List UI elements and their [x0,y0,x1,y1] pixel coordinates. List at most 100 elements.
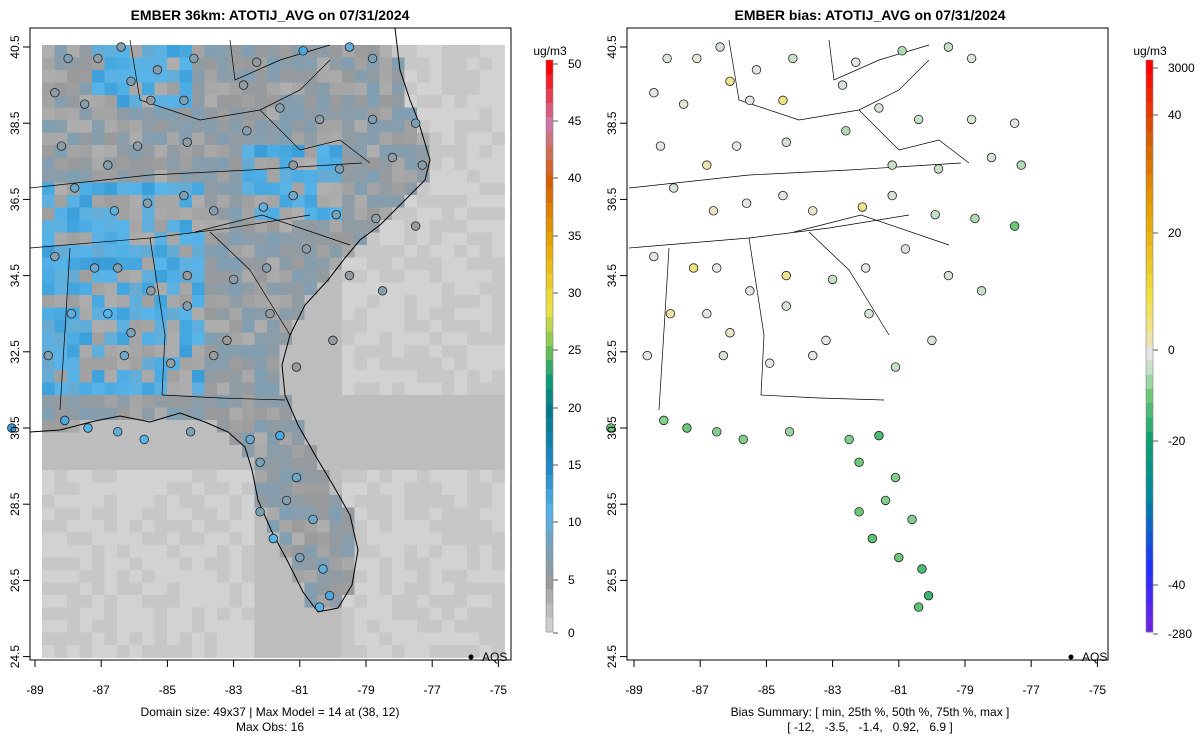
model-grid-cell [379,320,393,333]
state-border [259,109,371,164]
model-grid-cell [242,570,255,583]
model-grid-cell [92,607,105,621]
model-grid-cell [154,195,168,208]
model-grid-cell [417,245,430,258]
model-grid-cell [167,170,180,183]
model-grid-cell [92,495,105,508]
model-grid-cell [267,182,280,196]
model-grid-cell [329,632,343,646]
model-grid-cell [217,357,230,371]
site-point [844,434,854,445]
model-grid-cell [92,407,105,421]
colorbar-swatch [1146,517,1153,533]
model-grid-cell [117,132,130,146]
model-grid-cell [342,332,355,346]
model-grid-cell [67,270,80,283]
model-grid-cell [479,595,493,608]
model-grid-cell [317,370,330,383]
site-point [715,42,725,52]
site-point [314,114,325,125]
model-grid-cell [104,445,118,458]
model-grid-cell [267,57,280,71]
colorbar-swatch [1146,245,1153,261]
model-grid-cell [292,570,305,583]
model-grid-cell [67,382,80,396]
model-grid-cell [92,282,105,296]
model-grid-cell [454,70,468,83]
model-grid-cell [429,220,443,233]
model-grid-cell [217,507,230,521]
model-grid-cell [167,57,180,71]
colorbar-swatch [1146,403,1153,418]
model-grid-cell [167,207,180,221]
model-grid-cell [54,507,68,521]
model-grid-cell [279,45,293,58]
model-grid-cell [492,257,505,271]
model-grid-cell [154,295,168,308]
model-grid-cell [379,70,393,83]
y-tick-label: 40.5 [605,35,619,59]
model-grid-cell [42,395,55,408]
state-border [760,394,885,401]
model-grid-cell [254,645,268,658]
site-point [900,244,911,254]
model-grid-cell [267,395,280,408]
model-grid-cell [179,82,193,96]
model-grid-cell [104,332,118,346]
model-grid-cell [54,607,68,621]
x-tick-label: -85 [159,683,177,697]
model-grid-cell [304,345,318,358]
model-grid-cell [192,557,205,571]
model-grid-cell [104,595,118,608]
model-grid-cell [104,370,118,383]
model-grid-cell [429,70,443,83]
model-grid-cell [217,207,230,221]
model-grid-cell [179,582,193,596]
model-grid-cell [154,532,168,546]
model-grid-cell [254,607,268,621]
model-grid-cell [167,445,180,458]
model-grid-cell [454,645,468,658]
model-grid-cell [167,70,180,83]
model-grid-cell [304,320,318,333]
colorbar-label: 15 [568,458,582,472]
model-grid-cell [204,395,218,408]
model-grid-cell [192,495,205,508]
model-grid-cell [92,270,105,283]
model-grid-cell [417,420,430,433]
site-point [655,141,666,151]
model-grid-cell [217,445,230,458]
model-grid-cell [42,45,55,58]
y-tick-label: 38.5 [605,111,619,135]
model-grid-cell [242,632,255,646]
model-grid-cell [429,95,443,108]
model-grid-cell [304,182,318,196]
model-grid-cell [279,520,293,533]
model-grid-cell [229,595,243,608]
model-grid-cell [317,457,330,471]
model-grid-cell [154,357,168,371]
model-grid-cell [467,595,480,608]
model-grid-cell [329,470,343,483]
model-grid-cell [92,232,105,246]
model-grid-cell [404,257,418,271]
model-grid-cell [179,557,193,571]
model-grid-cell [329,182,343,196]
model-grid-cell [67,157,80,171]
x-tick-label: -77 [1023,683,1041,697]
model-grid-cell [317,307,330,321]
model-grid-cell [479,445,493,458]
model-grid-cell [117,95,130,108]
model-grid-cell [442,457,455,471]
model-grid-cell [267,370,280,383]
model-grid-cell [42,170,55,183]
model-grid-cell [154,620,168,633]
model-grid-cell [154,45,168,58]
model-grid-cell [204,245,218,258]
model-grid-cell [192,207,205,221]
model-grid-cell [292,632,305,646]
model-grid-cell [192,420,205,433]
model-grid-cell [392,332,405,346]
model-grid-cell [442,395,455,408]
model-grid-cell [454,45,468,58]
